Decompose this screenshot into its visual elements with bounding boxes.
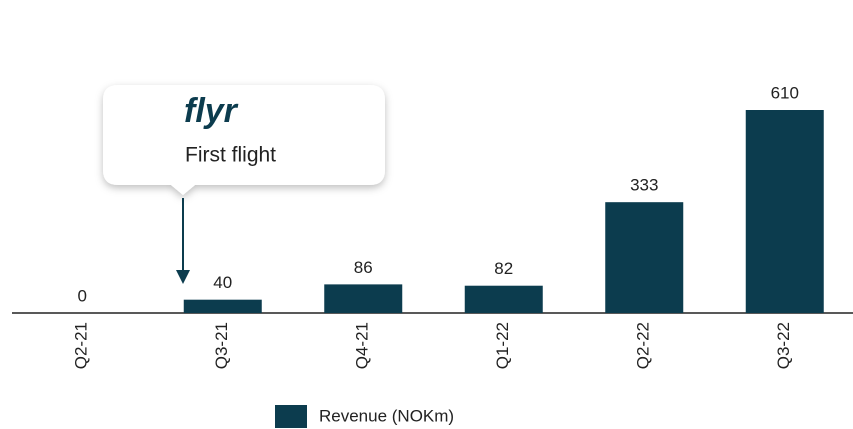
data-label: 86 bbox=[354, 258, 373, 277]
callout: flyr First flight bbox=[103, 85, 385, 284]
x-tick-label: Q4-21 bbox=[353, 322, 372, 369]
data-label: 82 bbox=[494, 259, 513, 278]
bar bbox=[605, 202, 684, 313]
arrow-head bbox=[176, 270, 190, 284]
x-tick-label: Q2-21 bbox=[72, 322, 91, 369]
data-label: 333 bbox=[630, 176, 658, 195]
x-tick-label: Q1-22 bbox=[493, 322, 512, 369]
logo: flyr bbox=[184, 92, 239, 130]
bar bbox=[464, 285, 543, 313]
x-tick-label: Q3-22 bbox=[774, 322, 793, 369]
data-label: 0 bbox=[78, 286, 87, 305]
x-tick-label: Q3-21 bbox=[212, 322, 231, 369]
bar bbox=[745, 110, 824, 313]
bar bbox=[183, 299, 262, 313]
bar bbox=[324, 284, 403, 313]
callout-text: First flight bbox=[185, 144, 276, 167]
legend-swatch bbox=[275, 405, 307, 428]
legend-label: Revenue (NOKm) bbox=[319, 406, 454, 425]
data-label: 40 bbox=[213, 273, 232, 292]
data-label: 610 bbox=[771, 83, 799, 102]
callout-box bbox=[103, 85, 385, 195]
x-tick-label: Q2-22 bbox=[634, 322, 653, 369]
